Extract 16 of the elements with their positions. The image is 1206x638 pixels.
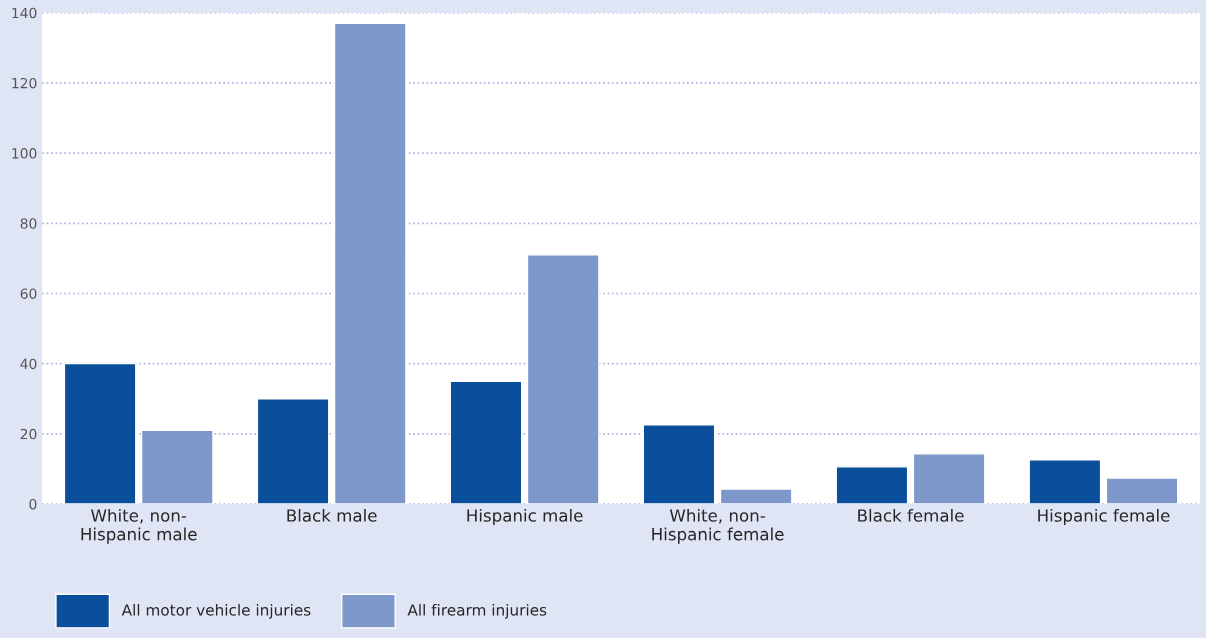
x-tick-label: Black female xyxy=(858,508,964,522)
y-tick-label: 100 xyxy=(12,148,37,159)
y-tick-label: 60 xyxy=(20,288,37,299)
legend-label: All firearm injuries xyxy=(407,603,547,619)
y-tick-label: 20 xyxy=(20,428,37,440)
x-tick-label: Hispanic female xyxy=(1038,508,1170,526)
y-tick-label: 140 xyxy=(12,7,37,19)
x-tick-label: White, non- Hispanic male xyxy=(81,508,197,544)
x-tick-label: Black male xyxy=(287,508,377,522)
legend-label: All motor vehicle injuries xyxy=(121,603,311,619)
x-tick-label: Hispanic male xyxy=(467,508,583,526)
y-tick-label: 40 xyxy=(20,358,37,370)
y-tick-label: 120 xyxy=(12,77,37,89)
y-tick-label: 80 xyxy=(20,218,37,229)
x-tick-label: White, non- Hispanic female xyxy=(652,508,784,544)
y-tick-label: 0 xyxy=(29,498,37,510)
